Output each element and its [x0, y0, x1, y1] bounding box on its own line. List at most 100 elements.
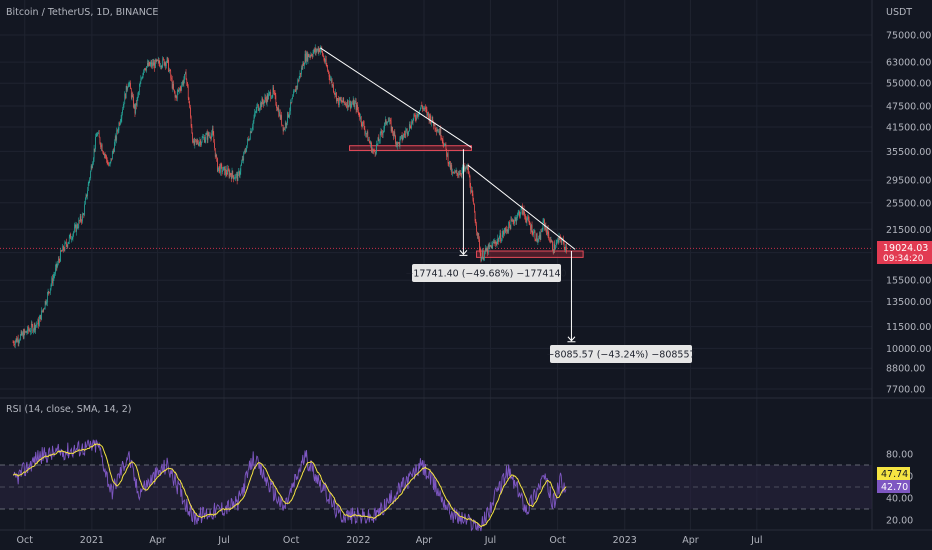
candle-body: [145, 69, 147, 71]
price-tick-label: 13500.00: [886, 297, 931, 308]
candle-body: [532, 234, 534, 235]
candle-body: [254, 112, 256, 118]
candle-body: [422, 105, 423, 110]
candle-body: [309, 55, 310, 57]
candle-body: [549, 239, 550, 241]
candle-body: [357, 104, 358, 110]
candle-body: [99, 137, 101, 144]
price-tick-label: 7700.00: [886, 385, 925, 396]
measure-tools[interactable]: [459, 149, 576, 343]
candle-body: [406, 128, 407, 131]
candle-body: [399, 138, 401, 146]
measure-arrowhead-1: [459, 250, 468, 256]
candle-body: [458, 174, 460, 176]
candle-body: [295, 86, 297, 92]
candle-body: [294, 89, 296, 92]
candle-body: [253, 117, 255, 121]
candle-body: [495, 243, 497, 245]
candle-body: [208, 132, 210, 136]
candle-body: [511, 219, 512, 221]
candle-body: [237, 173, 239, 181]
candle-body: [230, 175, 232, 179]
candle-body: [78, 220, 80, 228]
candle-body: [479, 239, 480, 251]
candle-body: [377, 137, 379, 144]
candle-body: [500, 233, 501, 242]
candle-body: [62, 245, 64, 252]
candle-body: [328, 70, 329, 73]
candle-body: [498, 238, 499, 242]
candle-body: [536, 233, 538, 242]
candle-body: [161, 65, 163, 68]
candle-body: [417, 113, 418, 117]
candle-body: [331, 79, 333, 86]
candle-body: [410, 127, 412, 129]
candle-body: [349, 100, 350, 106]
currency-label: USDT: [886, 7, 912, 18]
candle-body: [471, 190, 473, 194]
price-tick-label: 63000.00: [886, 58, 931, 69]
candle-body: [347, 100, 348, 108]
trendlines[interactable]: [320, 47, 576, 250]
candle-body: [406, 128, 408, 134]
candle-body: [15, 338, 17, 342]
candle-body: [284, 128, 285, 130]
candle-body: [287, 112, 288, 123]
candle-body: [427, 112, 428, 116]
candle-body: [338, 98, 339, 105]
measure-label-2[interactable]: −8085.57 (−43.24%) −808557: [546, 345, 696, 363]
candle-body: [104, 153, 106, 156]
candle-body: [57, 259, 59, 264]
rsi-tick-label: 40.00: [886, 494, 913, 505]
candle-body: [137, 94, 139, 98]
rsi-tick-label: 80.00: [886, 450, 913, 461]
candle-body: [19, 340, 20, 342]
candle-body: [315, 48, 317, 52]
candle-body: [103, 152, 104, 155]
candle-body: [489, 245, 491, 247]
candle-body: [367, 131, 369, 142]
candle-body: [403, 134, 405, 135]
candle-body: [390, 119, 391, 122]
candle-body: [363, 123, 365, 129]
rsi-indicator-label[interactable]: RSI (14, close, SMA, 14, 2): [6, 404, 131, 415]
candle-body: [501, 239, 502, 242]
candle-body: [50, 284, 52, 289]
candle-body: [513, 221, 515, 224]
candle-body: [439, 128, 441, 135]
candle-body: [136, 97, 138, 106]
candle-body: [368, 139, 369, 142]
candle-body: [388, 120, 390, 122]
candle-body: [319, 48, 320, 52]
candle-body: [42, 309, 44, 312]
candle-body: [392, 127, 393, 134]
candle-body: [165, 62, 166, 66]
candle-body: [240, 165, 242, 172]
candle-body: [354, 102, 356, 108]
measure-label-1[interactable]: −17741.40 (−49.68%) −1774140: [405, 264, 567, 282]
candle-body: [347, 100, 349, 108]
candle-body: [276, 104, 277, 108]
candle-body: [300, 72, 301, 75]
candle-body: [348, 105, 350, 108]
candle-body: [239, 171, 241, 176]
candle-body: [109, 162, 111, 165]
candle-body: [425, 107, 426, 109]
candle-body: [545, 225, 547, 230]
candle-body: [28, 326, 29, 331]
candle-body: [462, 167, 464, 171]
time-axis[interactable]: Oct 2021 Apr Jul Oct 2022 Apr Jul Oct 2023 Apr Jul: [17, 535, 763, 546]
candle-body: [555, 247, 556, 250]
candle-body: [184, 72, 186, 75]
candle-body: [270, 92, 272, 99]
candle-body: [147, 63, 148, 67]
candle-body: [122, 109, 123, 113]
support-zones[interactable]: [0, 145, 872, 258]
candle-body: [250, 131, 252, 133]
candle-body: [524, 213, 526, 216]
candle-body: [476, 231, 478, 236]
candle-body: [537, 241, 539, 242]
candle-body: [361, 123, 363, 127]
candle-body: [84, 204, 85, 215]
